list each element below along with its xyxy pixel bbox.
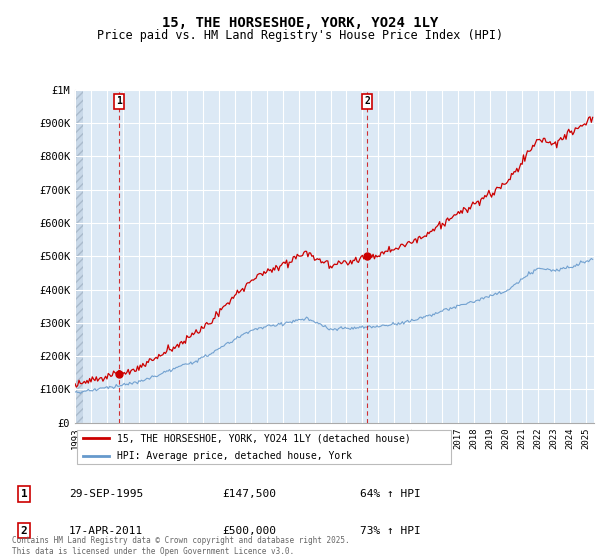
Text: 17-APR-2011: 17-APR-2011 xyxy=(69,526,143,535)
Text: £500,000: £500,000 xyxy=(222,526,276,535)
Text: 29-SEP-1995: 29-SEP-1995 xyxy=(69,489,143,499)
Text: Contains HM Land Registry data © Crown copyright and database right 2025.
This d: Contains HM Land Registry data © Crown c… xyxy=(12,536,350,556)
Text: 15, THE HORSESHOE, YORK, YO24 1LY (detached house): 15, THE HORSESHOE, YORK, YO24 1LY (detac… xyxy=(116,433,410,443)
Text: 15, THE HORSESHOE, YORK, YO24 1LY: 15, THE HORSESHOE, YORK, YO24 1LY xyxy=(162,16,438,30)
Text: Price paid vs. HM Land Registry's House Price Index (HPI): Price paid vs. HM Land Registry's House … xyxy=(97,29,503,42)
FancyBboxPatch shape xyxy=(77,430,451,464)
Text: £147,500: £147,500 xyxy=(222,489,276,499)
Text: 1: 1 xyxy=(20,489,28,499)
Text: 2: 2 xyxy=(20,526,28,535)
Text: 64% ↑ HPI: 64% ↑ HPI xyxy=(360,489,421,499)
Text: 1: 1 xyxy=(116,96,122,106)
Text: HPI: Average price, detached house, York: HPI: Average price, detached house, York xyxy=(116,451,352,461)
Text: 2: 2 xyxy=(364,96,370,106)
Bar xyxy=(75,90,83,423)
Text: 73% ↑ HPI: 73% ↑ HPI xyxy=(360,526,421,535)
